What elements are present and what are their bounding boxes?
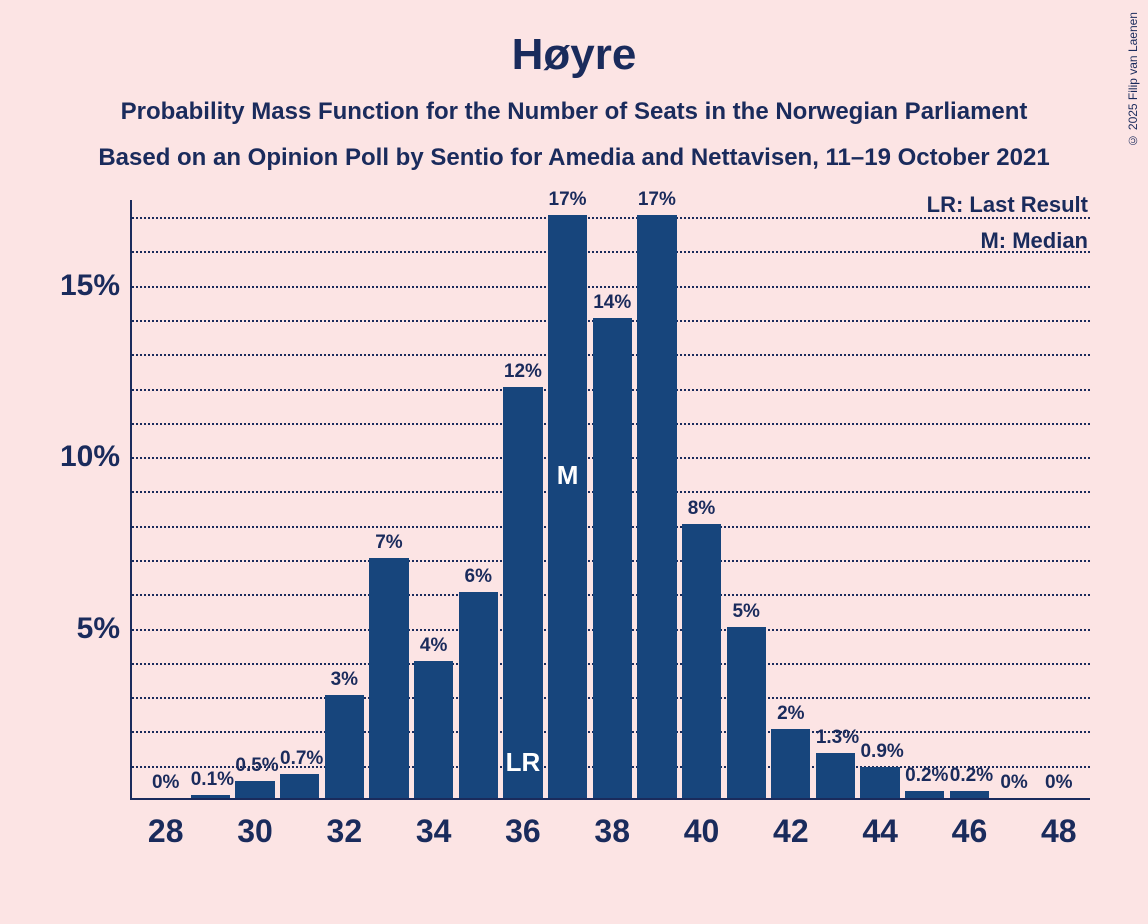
bar: 8% xyxy=(682,524,721,798)
bar-value-label: 7% xyxy=(369,532,408,554)
bar-value-label: 0.2% xyxy=(905,765,944,787)
bar-value-label: 4% xyxy=(414,635,453,657)
x-axis-label: 40 xyxy=(684,813,720,850)
bar-value-label: 3% xyxy=(325,669,364,691)
bars: 0%0.1%0.5%0.7%3%7%4%6%12%LR17%M14%17%8%5… xyxy=(130,200,1090,798)
x-axis-label: 42 xyxy=(773,813,809,850)
chart-area: 5%10%15% 0%0.1%0.5%0.7%3%7%4%6%12%LR17%M… xyxy=(130,200,1090,800)
bar-value-label: 0% xyxy=(1039,772,1078,794)
y-axis-label: 15% xyxy=(50,269,120,303)
bar-value-label: 1.3% xyxy=(816,727,855,749)
bar: 4% xyxy=(414,661,453,798)
bar: 0.5% xyxy=(235,781,274,798)
x-axis-label: 46 xyxy=(952,813,988,850)
bar-inner-label: M xyxy=(548,460,587,491)
bar-value-label: 0.9% xyxy=(860,741,899,763)
chart-title: Høyre xyxy=(40,30,1108,80)
bar: 0.9% xyxy=(860,767,899,798)
bar: 1.3% xyxy=(816,753,855,798)
bar-inner-label: LR xyxy=(503,747,542,778)
bar: 0.7% xyxy=(280,774,319,798)
chart-container: Høyre Probability Mass Function for the … xyxy=(0,0,1148,924)
x-axis-label: 28 xyxy=(148,813,184,850)
bar: 7% xyxy=(369,558,408,798)
bar-value-label: 0% xyxy=(146,772,185,794)
bar: 0.2% xyxy=(905,791,944,798)
copyright-text: © 2025 Filip van Laenen xyxy=(1126,12,1140,147)
bar: 5% xyxy=(727,627,766,798)
x-axis-label: 32 xyxy=(327,813,363,850)
y-axis-label: 5% xyxy=(50,612,120,646)
bar: 17%M xyxy=(548,215,587,798)
chart-subtitle-2: Based on an Opinion Poll by Sentio for A… xyxy=(40,144,1108,172)
bar-value-label: 14% xyxy=(593,292,632,314)
bar-value-label: 0% xyxy=(994,772,1033,794)
bar-value-label: 0.2% xyxy=(950,765,989,787)
bar-value-label: 12% xyxy=(503,361,542,383)
x-axis-label: 44 xyxy=(862,813,898,850)
bar-value-label: 2% xyxy=(771,703,810,725)
bar-value-label: 5% xyxy=(727,601,766,623)
bar: 3% xyxy=(325,695,364,798)
x-axis-label: 48 xyxy=(1041,813,1077,850)
bar-value-label: 0.7% xyxy=(280,748,319,770)
bar-value-label: 0.5% xyxy=(235,755,274,777)
bar: 0.1% xyxy=(191,795,230,798)
bar: 14% xyxy=(593,318,632,798)
x-axis-label: 38 xyxy=(594,813,630,850)
bar: 12%LR xyxy=(503,387,542,798)
bar-value-label: 6% xyxy=(459,566,498,588)
bar: 2% xyxy=(771,729,810,798)
x-axis-label: 30 xyxy=(237,813,273,850)
x-axis-label: 34 xyxy=(416,813,452,850)
x-axis-label: 36 xyxy=(505,813,541,850)
bar: 6% xyxy=(459,592,498,798)
bar-value-label: 8% xyxy=(682,498,721,520)
bar-value-label: 17% xyxy=(548,189,587,211)
bar-value-label: 17% xyxy=(637,189,676,211)
bar-value-label: 0.1% xyxy=(191,769,230,791)
bar: 0.2% xyxy=(950,791,989,798)
x-axis xyxy=(130,798,1090,800)
y-axis-label: 10% xyxy=(50,440,120,474)
chart-subtitle-1: Probability Mass Function for the Number… xyxy=(40,98,1108,126)
bar: 17% xyxy=(637,215,676,798)
